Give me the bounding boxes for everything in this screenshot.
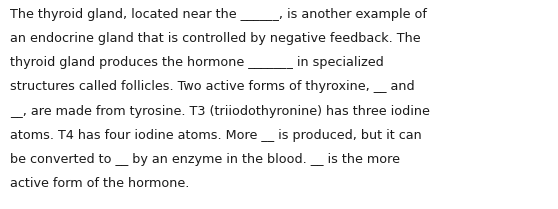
Text: an endocrine gland that is controlled by negative feedback. The: an endocrine gland that is controlled by…: [10, 32, 421, 45]
Text: active form of the hormone.: active form of the hormone.: [10, 177, 189, 190]
Text: The thyroid gland, located near the ______, is another example of: The thyroid gland, located near the ____…: [10, 8, 427, 21]
Text: thyroid gland produces the hormone _______ in specialized: thyroid gland produces the hormone _____…: [10, 56, 384, 69]
Text: atoms. T4 has four iodine atoms. More __ is produced, but it can: atoms. T4 has four iodine atoms. More __…: [10, 129, 422, 141]
Text: be converted to __ by an enzyme in the blood. __ is the more: be converted to __ by an enzyme in the b…: [10, 153, 400, 166]
Text: __, are made from tyrosine. T3 (triiodothyronine) has three iodine: __, are made from tyrosine. T3 (triiodot…: [10, 104, 430, 117]
Text: structures called follicles. Two active forms of thyroxine, __ and: structures called follicles. Two active …: [10, 80, 415, 93]
